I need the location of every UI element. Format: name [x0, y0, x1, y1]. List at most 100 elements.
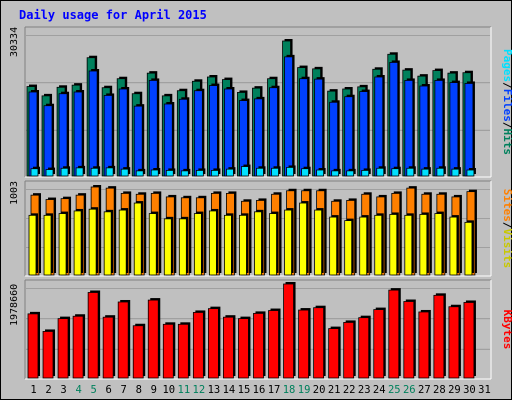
- bar-kbytes: [162, 323, 174, 379]
- x-tick-label: 26: [403, 384, 416, 396]
- bar-kbytes: [253, 312, 264, 379]
- x-tick-label: 7: [121, 384, 127, 396]
- bar-files: [449, 82, 459, 177]
- bar-kbytes: [207, 308, 219, 379]
- bar-visits: [163, 218, 172, 276]
- bar-pages: [436, 167, 445, 177]
- bar-kbytes: [132, 325, 144, 379]
- bar-files: [344, 96, 354, 177]
- x-tick-label: 28: [433, 384, 446, 396]
- bar-visits: [239, 214, 247, 276]
- bar-kbytes: [298, 309, 309, 379]
- bar-pages: [256, 167, 264, 177]
- legend-label: /: [501, 222, 512, 229]
- legend-label: Sites: [501, 189, 512, 222]
- bar-pages: [421, 168, 430, 177]
- bar-pages: [361, 170, 370, 177]
- x-tick-label: 3: [60, 384, 66, 396]
- legend-label-group: KBytes: [501, 310, 512, 350]
- bar-files: [434, 80, 444, 177]
- x-tick-label: 13: [208, 384, 221, 396]
- bar-files: [58, 93, 68, 177]
- bar-files: [269, 87, 278, 177]
- bar-pages: [316, 169, 325, 177]
- bar-kbytes: [373, 309, 385, 379]
- bar-visits: [359, 216, 368, 276]
- bar-visits: [58, 213, 67, 276]
- x-tick-label: 6: [106, 384, 112, 396]
- bar-visits: [224, 214, 232, 276]
- x-tick-label: 1: [30, 384, 36, 396]
- legend-label: /: [501, 82, 512, 89]
- bar-files: [208, 85, 218, 177]
- bar-pages: [30, 168, 39, 177]
- bar-visits: [434, 213, 443, 276]
- bar-kbytes: [343, 322, 355, 379]
- bar-kbytes: [268, 310, 279, 379]
- bar-pages: [180, 170, 189, 177]
- x-tick-label: 11: [178, 384, 191, 396]
- y-max-label: 1003: [9, 181, 20, 205]
- bar-pages: [406, 167, 415, 177]
- bar-visits: [404, 214, 413, 276]
- bar-pages: [195, 170, 204, 177]
- x-tick-label: 31: [478, 384, 491, 396]
- bar-kbytes: [418, 311, 430, 379]
- bar-visits: [299, 202, 307, 276]
- bar-files: [43, 105, 53, 177]
- bar-kbytes: [403, 301, 415, 379]
- bar-kbytes: [223, 316, 234, 379]
- bar-pages: [226, 168, 234, 177]
- bar-pages: [120, 168, 129, 177]
- bar-visits: [254, 211, 262, 276]
- bar-files: [374, 76, 384, 177]
- bar-files: [329, 101, 339, 177]
- bar-kbytes: [27, 313, 39, 379]
- bar-files: [88, 70, 98, 177]
- bar-files: [148, 80, 158, 177]
- bar-visits: [374, 214, 383, 276]
- bar-visits: [88, 208, 97, 276]
- bar-kbytes: [313, 307, 325, 379]
- x-tick-label: 22: [343, 384, 356, 396]
- bar-files: [224, 88, 233, 177]
- bar-pages: [271, 167, 279, 177]
- bar-kbytes: [328, 328, 340, 379]
- bar-files: [359, 91, 369, 177]
- legend-label: KBytes: [501, 310, 512, 350]
- bar-kbytes: [192, 312, 204, 379]
- bar-kbytes: [177, 323, 189, 379]
- y-max-label: 30334: [9, 27, 20, 57]
- bar-files: [314, 78, 324, 177]
- chart-title: Daily usage for April 2015: [19, 8, 207, 22]
- bar-visits: [284, 209, 292, 276]
- x-tick-label: 17: [268, 384, 281, 396]
- legend-label: Files: [501, 89, 512, 122]
- bar-visits: [28, 214, 37, 276]
- bar-visits: [464, 221, 473, 276]
- bar-visits: [103, 211, 112, 276]
- bar-pages: [165, 170, 174, 177]
- bar-kbytes: [448, 306, 460, 379]
- bar-pages: [150, 169, 159, 177]
- bar-kbytes: [57, 318, 69, 379]
- bar-pages: [75, 167, 84, 177]
- x-tick-label: 27: [418, 384, 431, 396]
- bar-kbytes: [463, 302, 475, 379]
- bar-pages: [391, 168, 400, 177]
- x-tick-label: 21: [328, 384, 341, 396]
- bar-files: [118, 88, 128, 177]
- x-tick-label: 18: [283, 384, 296, 396]
- legend-label: Visits: [501, 229, 512, 269]
- x-tick-label: 14: [223, 384, 236, 396]
- bar-visits: [329, 216, 338, 276]
- x-tick-label: 8: [136, 384, 142, 396]
- x-tick-label: 2: [45, 384, 51, 396]
- x-tick-label: 5: [90, 384, 96, 396]
- bar-pages: [60, 167, 69, 177]
- x-tick-label: 4: [75, 384, 81, 396]
- bar-kbytes: [87, 292, 99, 379]
- bar-visits: [73, 210, 82, 276]
- x-tick-label: 23: [358, 384, 371, 396]
